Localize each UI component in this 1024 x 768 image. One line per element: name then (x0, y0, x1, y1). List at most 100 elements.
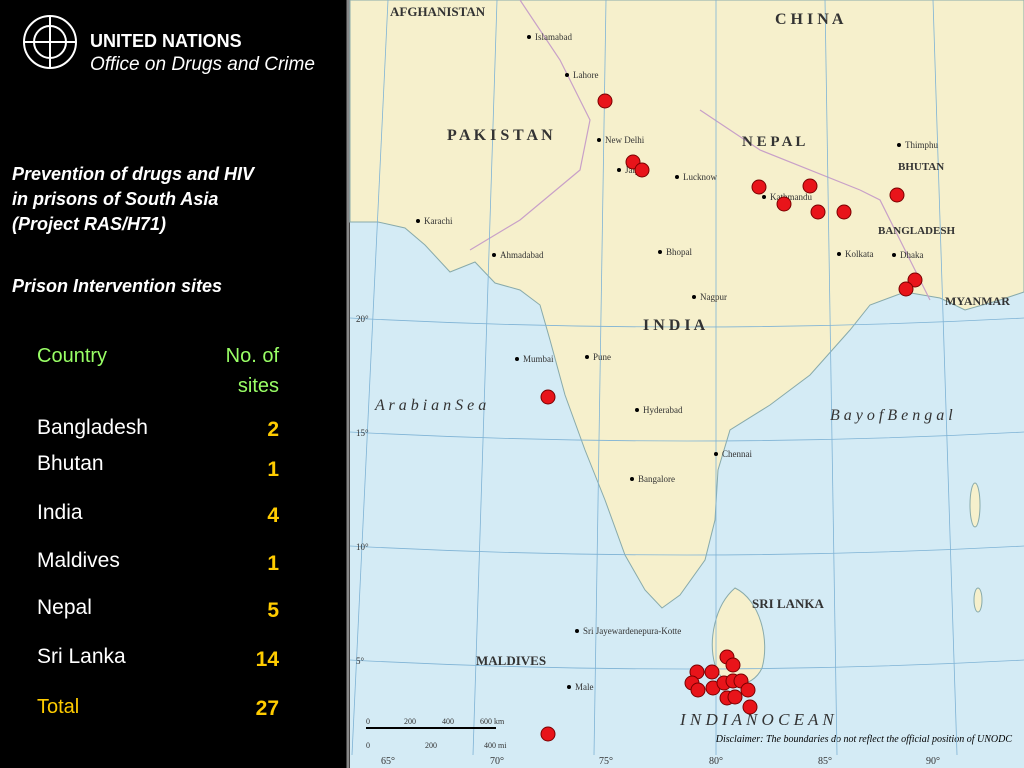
scale-mi: 0 (366, 741, 370, 750)
country-label: MALDIVES (476, 653, 546, 668)
longitude-label: 85° (818, 756, 832, 767)
total-value: 27 (256, 697, 279, 720)
city-dot (892, 253, 896, 257)
scale-km: 200 (404, 717, 416, 726)
city-dot (565, 73, 569, 77)
city-dot (762, 195, 766, 199)
city-dot (575, 629, 579, 633)
site-marker (802, 178, 818, 194)
site-marker (898, 281, 914, 297)
site-marker (740, 682, 756, 698)
disclaimer: Disclaimer: The boundaries do not reflec… (715, 734, 1013, 745)
city-label: Nagpur (700, 292, 727, 302)
site-marker (540, 726, 556, 742)
parallel (349, 545, 1024, 556)
city-dot (527, 35, 531, 39)
subtitle: Prison Intervention sites (12, 276, 222, 296)
meridian (593, 0, 607, 756)
parallel (349, 431, 1024, 442)
city-label: Lahore (573, 70, 598, 80)
city-label: Pune (593, 352, 611, 362)
city-label: Kolkata (845, 249, 874, 259)
longitude-label: 65° (381, 756, 395, 767)
country-label: SRI LANKA (752, 596, 824, 611)
title-line: (Project RAS/H71) (12, 214, 166, 234)
city-dot (675, 175, 679, 179)
city-dot (597, 138, 601, 142)
title-line: in prisons of South Asia (12, 189, 218, 209)
site-marker (776, 196, 792, 212)
site-count: 14 (256, 648, 280, 671)
country-label: BHUTAN (898, 161, 944, 173)
scale-km: 0 (366, 717, 370, 726)
site-marker (597, 93, 613, 109)
city-label: Islamabad (535, 32, 572, 42)
latitude-label: 15° (356, 428, 369, 438)
country-label: C H I N A (775, 11, 844, 28)
city-label: Thimphu (905, 140, 938, 150)
scale-mi: 200 (425, 741, 437, 750)
sea-label: B a y o f B e n g a l (830, 407, 953, 424)
latitude-label: 5° (356, 656, 365, 666)
meridian (824, 0, 838, 756)
city-label: Chennai (722, 449, 752, 459)
city-dot (837, 252, 841, 256)
city-dot (515, 357, 519, 361)
longitude-label: 90° (926, 756, 940, 767)
site-count: 2 (267, 418, 279, 441)
city-label: Hyderabad (643, 405, 683, 415)
site-marker (690, 682, 706, 698)
total-label: Total (37, 696, 79, 718)
city-dot (692, 295, 696, 299)
site-count: 1 (267, 458, 279, 481)
site-marker (742, 699, 758, 715)
country-name: Sri Lanka (37, 645, 126, 668)
site-marker (836, 204, 852, 220)
country-label: AFGHANISTAN (390, 4, 486, 19)
city-label: Dhaka (900, 250, 924, 260)
city-dot (897, 143, 901, 147)
sea-label: A r a b i a n S e a (374, 397, 486, 414)
site-marker (540, 389, 556, 405)
org-line1: UNITED NATIONS (90, 31, 242, 51)
longitude-label: 75° (599, 756, 613, 767)
latitude-label: 10° (356, 542, 369, 552)
un-emblem (23, 15, 77, 69)
site-count: 4 (267, 504, 279, 527)
city-label: Male (575, 682, 594, 692)
meridian (932, 0, 958, 756)
country-label: N E P A L (742, 134, 805, 150)
city-dot (416, 219, 420, 223)
scale-km: 400 (442, 717, 454, 726)
col-count: No. of (226, 345, 280, 367)
city-label: Bhopal (666, 247, 692, 257)
city-label: Bangalore (638, 474, 675, 484)
sea-label: I N D I A N O C E A N (679, 710, 835, 729)
meridian (351, 0, 389, 756)
site-marker (907, 272, 923, 288)
site-count: 5 (267, 599, 279, 622)
meridian (472, 0, 498, 756)
city-dot (617, 168, 621, 172)
city-dot (658, 250, 662, 254)
city-dot (585, 355, 589, 359)
city-label: Sri Jayewardenepura-Kotte (583, 626, 681, 636)
parallel (349, 317, 1024, 328)
site-marker (810, 204, 826, 220)
left-panel (0, 0, 348, 768)
city-label: Lucknow (683, 172, 717, 182)
longitude-label: 80° (709, 756, 723, 767)
city-label: Karachi (424, 216, 453, 226)
city-label: Ahmadabad (500, 250, 544, 260)
country-name: India (37, 501, 83, 524)
city-dot (630, 477, 634, 481)
site-marker (725, 657, 741, 673)
org-line2: Office on Drugs and Crime (90, 54, 315, 75)
city-label: Kathmandu (770, 192, 812, 202)
site-marker (751, 179, 767, 195)
borders (469, 0, 931, 301)
country-name: Nepal (37, 596, 92, 619)
site-count: 1 (267, 552, 279, 575)
scale-km: 600 km (480, 717, 505, 726)
